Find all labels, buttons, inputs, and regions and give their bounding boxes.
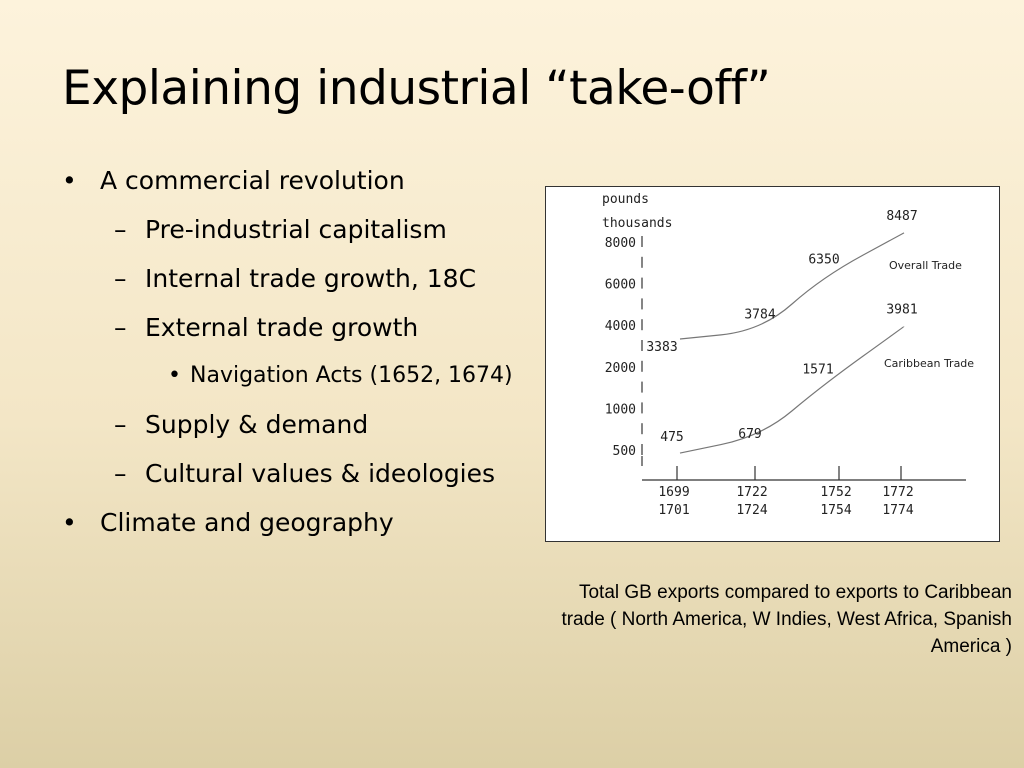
y-axis: 8000 6000 4000 2000 1000 500 xyxy=(605,236,643,466)
y-tick-label: 8000 xyxy=(605,236,636,251)
dash-marker: – xyxy=(114,459,127,489)
x-tick-label: 1722 xyxy=(736,485,767,500)
series-line xyxy=(679,232,905,340)
bullet-text: A commercial revolution xyxy=(100,166,405,195)
data-label: 6350 xyxy=(808,252,839,267)
bullet-text: Climate and geography xyxy=(100,508,394,538)
y-tick-label: 4000 xyxy=(605,319,636,334)
ylabel-line2: thousands xyxy=(602,216,672,231)
x-tick-label: 1754 xyxy=(820,503,851,518)
trade-chart: pounds thousands 8000 6000 4000 2000 1000 500… xyxy=(545,186,1000,542)
bullet-list: • A commercial revolution – Pre-industri… xyxy=(62,163,522,554)
data-label: 1571 xyxy=(802,363,833,378)
x-tick-label: 1752 xyxy=(820,485,851,500)
data-label: 8487 xyxy=(886,209,917,224)
y-tick-label: 500 xyxy=(613,444,636,459)
dash-marker: – xyxy=(114,264,127,293)
bullet-text: Supply & demand xyxy=(145,410,369,440)
bullet-item: – Internal trade growth, 18C xyxy=(62,261,522,296)
bullet-item: • Navigation Acts (1652, 1674) xyxy=(62,359,522,393)
trade-chart-svg: pounds thousands 8000 6000 4000 2000 1000 500… xyxy=(602,192,974,518)
data-label: 3981 xyxy=(886,303,917,318)
data-label: 679 xyxy=(738,427,761,442)
chart-caption: Total GB exports compared to exports to … xyxy=(561,582,1012,657)
x-tick-label: 1701 xyxy=(658,503,689,518)
dash-marker: – xyxy=(114,313,127,342)
series-line xyxy=(679,326,905,454)
series-group: 3383 3784 6350 8487 Overall Trade 475 679 1571 3… xyxy=(646,209,974,454)
bullet-item: – Supply & demand xyxy=(62,407,522,442)
data-label: 3383 xyxy=(646,340,677,355)
bullet-marker: • xyxy=(62,166,77,195)
bullet-text: Cultural values & ideologies xyxy=(145,459,496,489)
bullet-item: – Cultural values & ideologies xyxy=(62,456,522,491)
data-label: 3784 xyxy=(744,308,775,323)
series-name-label: Caribbean Trade xyxy=(884,357,974,370)
bullet-text: Internal trade growth, 18C xyxy=(145,264,477,293)
x-tick-label: 1774 xyxy=(882,503,913,518)
series-name-label: Overall Trade xyxy=(889,259,962,272)
bullet-text: External trade growth xyxy=(145,313,419,342)
dash-marker: – xyxy=(114,410,127,440)
x-tick-label: 1699 xyxy=(658,485,689,500)
bullet-item: – Pre-industrial capitalism xyxy=(62,212,522,247)
ylabel-line1: pounds xyxy=(602,192,649,207)
bullet-item: – External trade growth xyxy=(62,310,522,345)
y-tick-label: 1000 xyxy=(605,402,636,417)
slide-title: Explaining industrial “take-off” xyxy=(62,61,771,116)
bullet-item: • A commercial revolution xyxy=(62,163,522,198)
y-tick-label: 2000 xyxy=(605,361,636,376)
x-tick-label: 1772 xyxy=(882,485,913,500)
x-tick-label: 1724 xyxy=(736,503,767,518)
dash-marker: – xyxy=(114,215,127,244)
y-tick-label: 6000 xyxy=(605,278,636,293)
bullet-text: Navigation Acts (1652, 1674) xyxy=(190,363,513,388)
bullet-marker: • xyxy=(168,363,181,388)
x-axis: 1699 1701 1722 1724 1752 1754 1772 1774 xyxy=(642,466,966,518)
data-label: 475 xyxy=(660,430,683,445)
bullet-item: • Climate and geography xyxy=(62,505,522,540)
bullet-marker: • xyxy=(62,508,77,538)
bullet-text: Pre-industrial capitalism xyxy=(145,215,447,244)
